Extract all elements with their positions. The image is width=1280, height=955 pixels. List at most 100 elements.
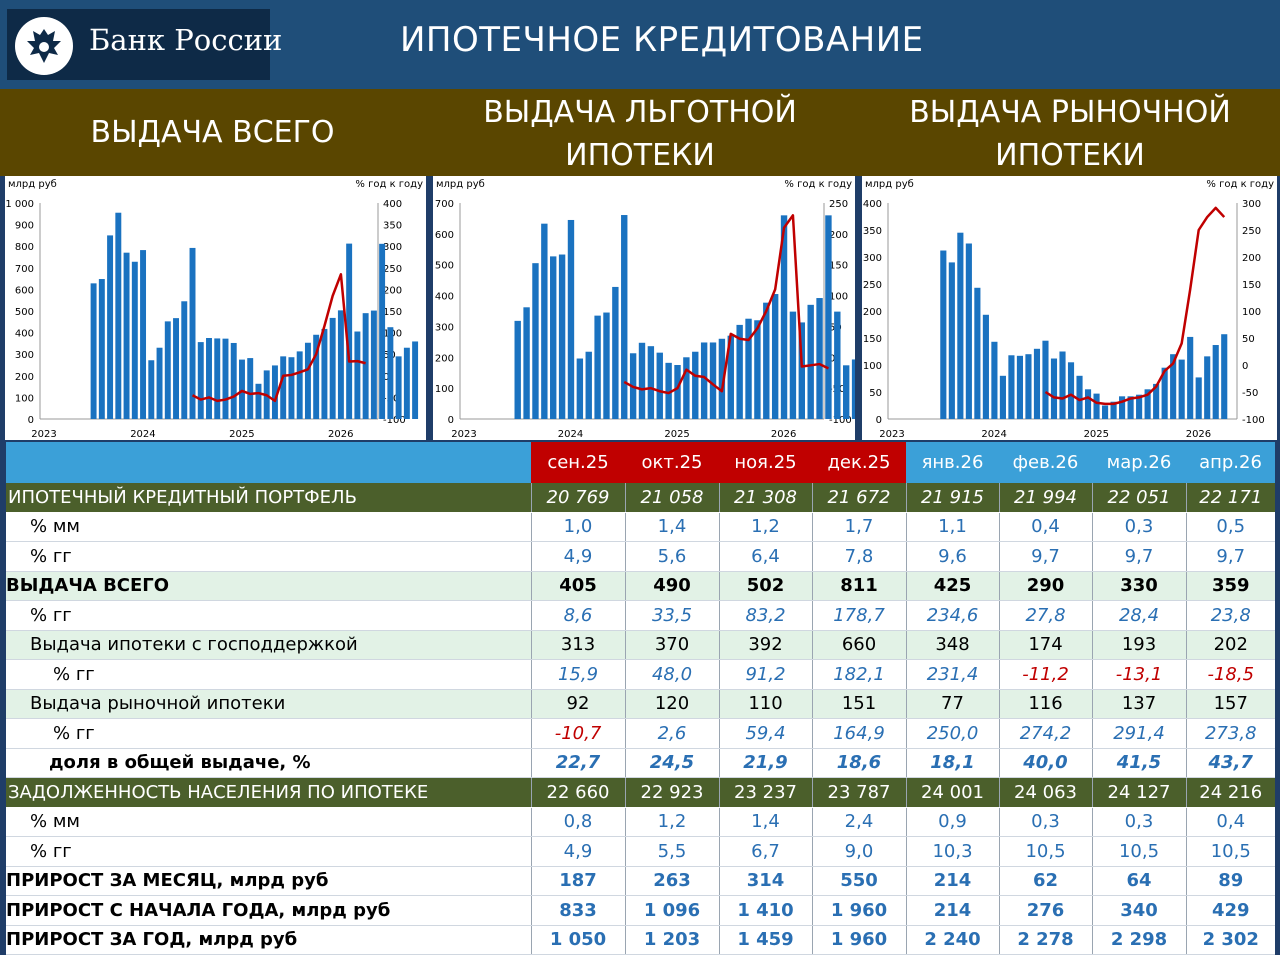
value-cell: 1 960 <box>812 925 907 955</box>
value-cell: 4,9 <box>531 836 626 867</box>
section-title-market: ВЫДАЧА РЫНОЧНОЙ ИПОТЕКИ <box>909 95 1231 173</box>
y-tick-label: 900 <box>15 221 34 232</box>
row-label: доля в общей выдаче, % <box>6 748 532 778</box>
table-row: % гг 4,9 5,5 6,7 9,0 10,3 10,5 10,5 10,5 <box>6 836 1275 867</box>
value-cell: 9,7 <box>999 541 1093 572</box>
value-cell: 77 <box>906 689 1000 719</box>
y-tick-label: 200 <box>863 307 882 318</box>
value-cell: 0,8 <box>531 807 626 837</box>
bar <box>1093 393 1100 419</box>
value-cell: 174 <box>999 630 1093 660</box>
bar <box>1144 389 1151 419</box>
bar <box>1076 375 1083 419</box>
bar <box>550 256 557 419</box>
bar <box>558 254 566 419</box>
value-cell: 10,5 <box>999 836 1093 867</box>
y2-tick-label: 250 <box>1242 226 1261 237</box>
value-cell: 92 <box>531 689 626 719</box>
x-tick-label: 2026 <box>328 429 353 440</box>
y2-tick-label: 250 <box>383 264 402 275</box>
value-cell: 33,5 <box>625 600 720 631</box>
y2-tick-label: 250 <box>829 199 848 210</box>
value-cell: 273,8 <box>1186 718 1275 749</box>
value-cell: 1,2 <box>719 512 813 542</box>
value-cell: 23,8 <box>1186 600 1275 631</box>
value-cell: 1 960 <box>812 895 907 926</box>
bar <box>1195 377 1202 419</box>
bar <box>1042 340 1049 419</box>
mortgage-table: сен.25 окт.25 ноя.25 дек.25 янв.26 фев.26 мар.… <box>6 442 1275 955</box>
value-cell: 290 <box>999 571 1093 601</box>
x-tick-label: 2023 <box>879 429 904 440</box>
value-cell: 429 <box>1186 895 1275 926</box>
value-cell: 660 <box>812 630 907 660</box>
row-label: % гг <box>6 836 532 867</box>
bar <box>1025 354 1032 419</box>
table-row: ЗАДОЛЖЕННОСТЬ НАСЕЛЕНИЯ ПО ИПОТЕКЕ 22 660… <box>6 777 1275 808</box>
value-cell: 157 <box>1186 689 1275 719</box>
value-cell: 0,4 <box>999 512 1093 542</box>
bar <box>123 252 130 419</box>
bar <box>816 298 823 419</box>
bank-logo: Банк России <box>7 9 282 80</box>
bar <box>834 311 841 419</box>
value-cell: 18,1 <box>906 748 1000 778</box>
bar <box>346 243 353 419</box>
bar <box>656 352 663 419</box>
value-cell: 202 <box>1186 630 1275 660</box>
value-cell: 0,3 <box>1092 512 1187 542</box>
yoy-line <box>191 273 366 403</box>
bar <box>576 358 584 419</box>
table-row: % гг 4,9 5,6 6,4 7,8 9,6 9,7 9,7 9,7 <box>6 541 1275 572</box>
month-header: сен.25 <box>531 442 625 483</box>
bar <box>612 286 619 419</box>
value-cell: 120 <box>625 689 720 719</box>
bar <box>727 335 734 419</box>
page-header: Банк России ИПОТЕЧНОЕ КРЕДИТОВАНИЕ <box>0 0 1280 89</box>
value-cell: 187 <box>531 866 626 896</box>
value-cell: 40,0 <box>999 748 1093 778</box>
x-tick-label: 2024 <box>981 429 1006 440</box>
y2-tick-label: 400 <box>383 199 402 210</box>
bar <box>1127 396 1134 419</box>
bar <box>181 301 188 419</box>
bar <box>1204 356 1211 419</box>
bar <box>230 342 237 419</box>
value-cell: 4,9 <box>531 541 626 572</box>
value-cell: 490 <box>625 571 720 601</box>
bar <box>940 250 947 419</box>
bar <box>700 342 708 419</box>
bar <box>621 215 628 419</box>
y-tick-label: 250 <box>863 280 882 291</box>
value-cell: 27,8 <box>999 600 1093 631</box>
bar <box>523 307 530 419</box>
bar <box>337 310 344 419</box>
bar <box>1187 336 1194 419</box>
y-tick-label: 300 <box>863 253 882 264</box>
bar <box>115 212 122 419</box>
y-tick-label: 350 <box>863 226 882 237</box>
value-cell: 10,5 <box>1186 836 1275 867</box>
bar <box>825 215 832 419</box>
y-tick-label: 400 <box>435 292 454 303</box>
bar <box>754 320 761 419</box>
y2-tick-label: 150 <box>1242 280 1261 291</box>
y-tick-label: 700 <box>435 199 454 210</box>
bar <box>594 315 601 419</box>
chart-panel-3: млрд руб % год к году 0 50 100 150 200 250 300 35… <box>862 176 1277 440</box>
table-row: % гг -10,7 2,6 59,4 164,9 250,0 274,2 291,4 273,… <box>6 718 1275 749</box>
bar <box>674 365 681 419</box>
bar <box>156 347 163 419</box>
value-cell: 392 <box>719 630 813 660</box>
y2-tick-label: 0 <box>1242 361 1248 372</box>
value-cell: -13,1 <box>1092 659 1187 690</box>
bar <box>1008 355 1015 419</box>
y2-tick-label: 0 <box>829 353 835 364</box>
value-cell: 1 410 <box>719 895 813 926</box>
row-label: ПРИРОСТ ЗА ГОД, млрд руб <box>6 925 532 955</box>
value-cell: 7,8 <box>812 541 907 572</box>
value-cell: 6,7 <box>719 836 813 867</box>
chart-panel-1: млрд руб % год к году 0 100 200 300 400 500 600 7… <box>5 176 426 440</box>
bar <box>709 342 717 419</box>
bar <box>745 318 752 419</box>
